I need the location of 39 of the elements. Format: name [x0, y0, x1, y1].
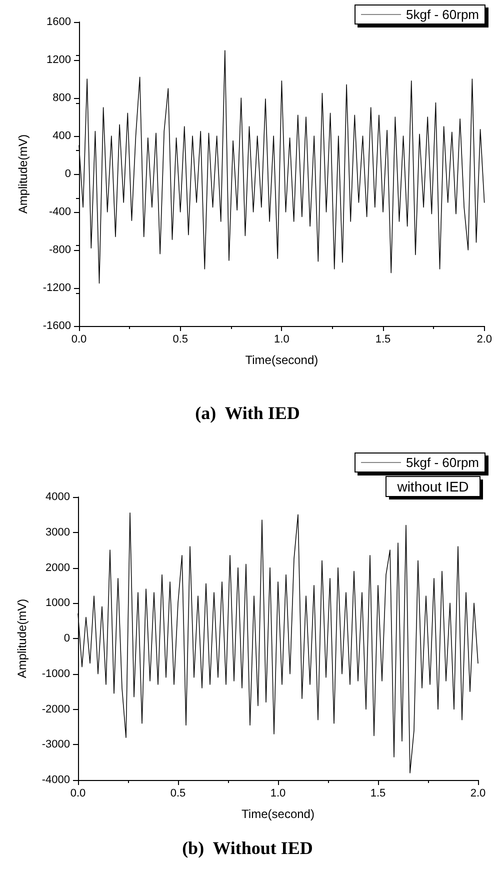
x-axis-title: Time(second) [242, 807, 314, 821]
line-series [78, 50, 485, 284]
x-tick-label: 1.5 [375, 334, 391, 346]
y-tick-label: -1600 [42, 320, 71, 332]
text: (b) Without IED [182, 838, 313, 858]
y-tick-label: 400 [52, 130, 71, 142]
y-tick-label: 4000 [46, 491, 70, 503]
y-tick-label: 2000 [46, 562, 70, 574]
y-axis-title: Amplitude(mV) [16, 134, 30, 214]
x-tick-label: 0.5 [170, 788, 186, 800]
y-tick-label: -1200 [42, 282, 71, 294]
x-tick-label: 2.0 [476, 334, 492, 346]
legend-label: 5kgf - 60rpm [406, 455, 480, 470]
y-tick-label: 0 [64, 632, 70, 644]
y-tick-label: 1200 [46, 54, 71, 66]
x-tick-label: 0.5 [172, 334, 188, 346]
legend-label: 5kgf - 60rpm [406, 7, 480, 22]
x-tick-label: 0.0 [70, 788, 86, 800]
x-tick-label: 1.5 [370, 788, 386, 800]
y-tick-label: -3000 [42, 738, 70, 751]
y-tick-label: 800 [52, 92, 71, 104]
y-tick-label: 1000 [46, 597, 70, 610]
line-series [78, 512, 478, 774]
x-tick-label: 1.0 [270, 788, 286, 800]
y-tick-label: -1000 [42, 668, 70, 680]
x-tick-label: 2.0 [470, 788, 486, 800]
x-axis-title: Time(second) [245, 353, 318, 367]
y-tick-label: -800 [48, 244, 71, 256]
x-tick-label: 1.0 [274, 334, 290, 346]
y-tick-label: 3000 [46, 526, 70, 538]
x-tick-label: 0.0 [71, 334, 87, 346]
text: without IED [396, 478, 469, 494]
y-tick-label: -2000 [42, 703, 70, 716]
y-tick-label: -4000 [42, 774, 70, 786]
y-tick-label: -400 [48, 206, 71, 218]
text: (a) With IED [195, 403, 300, 423]
y-axis-title: Amplitude(mV) [15, 598, 29, 678]
y-tick-label: 0 [64, 168, 71, 180]
y-tick-label: 1600 [46, 16, 71, 28]
